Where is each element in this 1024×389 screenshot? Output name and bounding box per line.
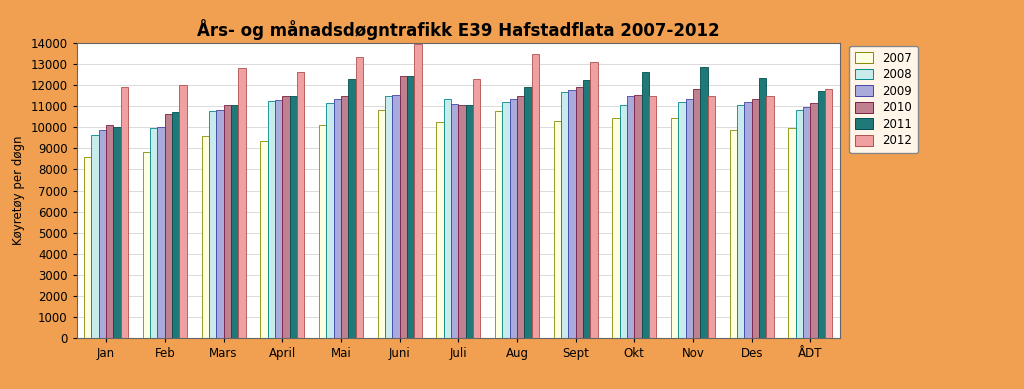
Bar [459,105,466,338]
Bar [524,87,531,338]
Bar [554,121,561,338]
Bar [172,112,179,338]
Bar [818,91,825,338]
Y-axis label: Køyretøy per døgn: Køyretøy per døgn [12,136,26,245]
Bar [517,96,524,338]
Bar [415,44,422,338]
Bar [803,107,810,338]
Bar [796,110,803,338]
Bar [142,152,151,338]
Bar [590,62,598,338]
Bar [385,96,392,338]
Bar [531,54,539,338]
Bar [825,89,833,338]
Bar [451,104,459,338]
Bar [466,105,473,338]
Bar [730,130,737,338]
Bar [283,96,290,338]
Bar [744,102,752,338]
Bar [788,128,796,338]
Bar [766,96,774,338]
Bar [737,105,744,338]
Bar [290,96,297,338]
Bar [561,93,568,338]
Bar [91,135,98,338]
Bar [318,125,327,338]
Bar [165,114,172,338]
Bar [583,80,590,338]
Bar [678,102,686,338]
Bar [612,118,620,338]
Bar [568,90,575,338]
Bar [693,89,700,338]
Bar [752,99,759,338]
Bar [642,72,649,338]
Bar [327,103,334,338]
Bar [627,96,634,338]
Bar [260,141,267,338]
Bar [106,125,114,338]
Bar [355,56,362,338]
Bar [202,136,209,338]
Bar [436,122,443,338]
Bar [502,102,510,338]
Bar [216,110,223,338]
Bar [121,87,128,338]
Bar [297,72,304,338]
Bar [495,111,502,338]
Bar [759,78,766,338]
Bar [575,87,583,338]
Bar [158,127,165,338]
Bar [151,128,158,338]
Bar [179,85,186,338]
Bar [348,79,355,338]
Bar [399,75,407,338]
Bar [510,99,517,338]
Bar [649,96,656,338]
Bar [473,79,480,338]
Bar [378,110,385,338]
Bar [334,99,341,338]
Bar [708,96,715,338]
Bar [700,67,708,338]
Bar [267,101,274,338]
Bar [84,157,91,338]
Bar [239,68,246,338]
Bar [98,130,106,338]
Bar [274,100,283,338]
Title: Års- og månadsdøgntrafikk E39 Hafstadflata 2007-2012: Års- og månadsdøgntrafikk E39 Hafstadfla… [197,19,720,40]
Bar [443,99,451,338]
Legend: 2007, 2008, 2009, 2010, 2011, 2012: 2007, 2008, 2009, 2010, 2011, 2012 [849,46,919,153]
Bar [230,105,239,338]
Bar [810,103,818,338]
Bar [686,99,693,338]
Bar [341,96,348,338]
Bar [114,127,121,338]
Bar [209,111,216,338]
Bar [671,118,678,338]
Bar [407,75,415,338]
Bar [223,105,230,338]
Bar [634,95,642,338]
Bar [392,95,399,338]
Bar [620,105,627,338]
